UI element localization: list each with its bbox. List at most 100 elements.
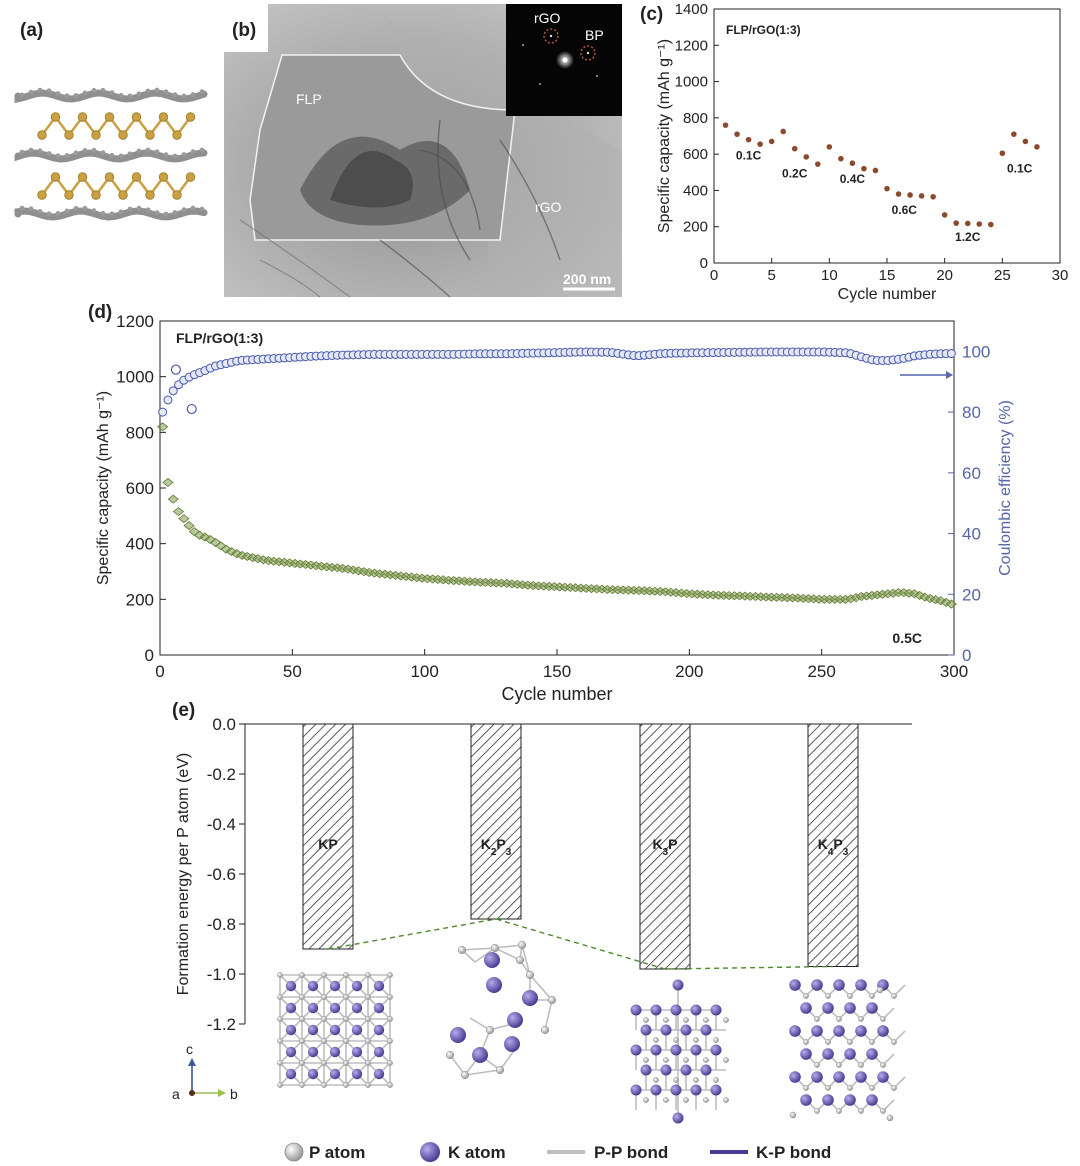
graphene-atom (163, 89, 169, 95)
p-atom (891, 993, 897, 999)
phosphorus-atom (185, 172, 196, 182)
graphene-atom (73, 93, 79, 98)
phosphorus-atom (50, 112, 61, 122)
p-atom (803, 993, 809, 999)
p-atom (457, 945, 467, 955)
y-tick-label: 1400 (675, 1, 708, 18)
k-atom (630, 1084, 642, 1096)
p-atom (343, 1016, 349, 1022)
k-atom (522, 990, 538, 1006)
k-atom (660, 1024, 672, 1036)
phosphorus-atom (77, 172, 88, 182)
graphene-atom (91, 208, 97, 214)
graphene-atom (199, 147, 205, 153)
p-atom (653, 1077, 659, 1083)
graphene-atom (37, 87, 43, 93)
p-atom (869, 1085, 875, 1091)
graphene-atom (199, 206, 205, 212)
phosphorus-atom (158, 112, 169, 122)
k-atom (307, 1002, 319, 1014)
plot-frame-d (159, 320, 955, 656)
p-atom (886, 1114, 894, 1122)
k-atom (351, 980, 363, 992)
k-atom (351, 1046, 363, 1058)
p-atom (891, 1085, 897, 1091)
p-atom (387, 994, 393, 1000)
p-atom (365, 1016, 371, 1022)
p-atom (299, 1060, 305, 1066)
p-atom (321, 1082, 327, 1088)
rate-annotation: 0.1C (1007, 161, 1033, 175)
k-atom (650, 1044, 662, 1056)
k-atom (700, 1064, 712, 1076)
p-atom (858, 1108, 864, 1114)
p-atom (299, 1016, 305, 1022)
y-tick-label: 200 (126, 590, 154, 609)
panel-d: (d) 0 50 100 150 200 250 300020040060080010001… (88, 302, 1014, 704)
k-atom (484, 952, 500, 968)
k-atom (670, 1084, 682, 1096)
p-atom (825, 993, 831, 999)
graphene-atom (109, 211, 115, 217)
legend-pp-bond: P-P bond (594, 1143, 668, 1162)
p-atom (643, 1097, 649, 1103)
k-atom (690, 1044, 702, 1056)
p-atom (836, 1062, 842, 1068)
p-atom (713, 1077, 719, 1083)
k-atom (486, 977, 502, 993)
k-atom (800, 1048, 812, 1060)
k-atom (672, 1112, 684, 1124)
graphene-atom (163, 152, 169, 158)
rgo-label: rGO (535, 199, 562, 215)
y-axis-title: Specific capacity (mAh g⁻¹) (95, 391, 112, 585)
p-atom (847, 1039, 853, 1045)
panel-letter-e: (e) (172, 700, 195, 721)
p-atom (343, 1038, 349, 1044)
data-point (884, 185, 890, 192)
y2-tick-label: 40 (962, 525, 981, 544)
graphene-layer (14, 149, 208, 163)
p-atom (814, 1108, 820, 1114)
k-atom (833, 1071, 845, 1083)
p-atom (277, 1082, 283, 1088)
graphene-atom (109, 90, 115, 96)
data-point (953, 220, 959, 226)
p-atom (299, 1038, 305, 1044)
p-atom (653, 1037, 659, 1043)
p-atom (683, 1097, 689, 1103)
graphene-atom (100, 87, 106, 93)
y-axis-title: Specific capacity (mAh g⁻¹) (656, 39, 673, 233)
k-atom (285, 1024, 297, 1036)
k-atom (650, 1004, 662, 1016)
y-tick-label: -0.6 (207, 865, 236, 884)
y-tick-label: -0.4 (207, 815, 236, 834)
p-atom (880, 1062, 886, 1068)
phosphorus-atom (145, 190, 155, 200)
phosphorus-atom (91, 130, 101, 140)
graphene-layer (14, 89, 208, 104)
y-axis-title: Formation energy per P atom (eV) (175, 753, 192, 995)
k-atom (660, 1064, 672, 1076)
y-tick-label: 600 (683, 146, 708, 163)
bar-label-part: P (668, 836, 677, 852)
k-atom (700, 1024, 712, 1036)
p-atom (825, 1085, 831, 1091)
graphene-atom (190, 92, 196, 97)
capacity-point (162, 477, 174, 487)
chart-e: 0.0 -0.2 -0.4 -0.6 -0.8 -1.0 -1.2 Formation ene… (175, 715, 912, 1034)
data-point (976, 221, 983, 227)
k-atom (307, 1068, 319, 1080)
data-point (745, 136, 752, 143)
p-atom (663, 1057, 669, 1063)
bar-label: KP (318, 836, 337, 852)
k-atom (844, 1094, 856, 1106)
bar-label-subscript: 4 (828, 847, 834, 858)
k-atom (630, 1004, 642, 1016)
data-point (907, 192, 913, 198)
bar-label-part: P (496, 836, 505, 852)
capacity-point (157, 422, 169, 432)
graphene-atom (82, 90, 88, 96)
chart-title-c: FLP/rGO(1:3) (726, 23, 801, 37)
graphene-atom (82, 205, 88, 211)
data-point (803, 154, 810, 160)
